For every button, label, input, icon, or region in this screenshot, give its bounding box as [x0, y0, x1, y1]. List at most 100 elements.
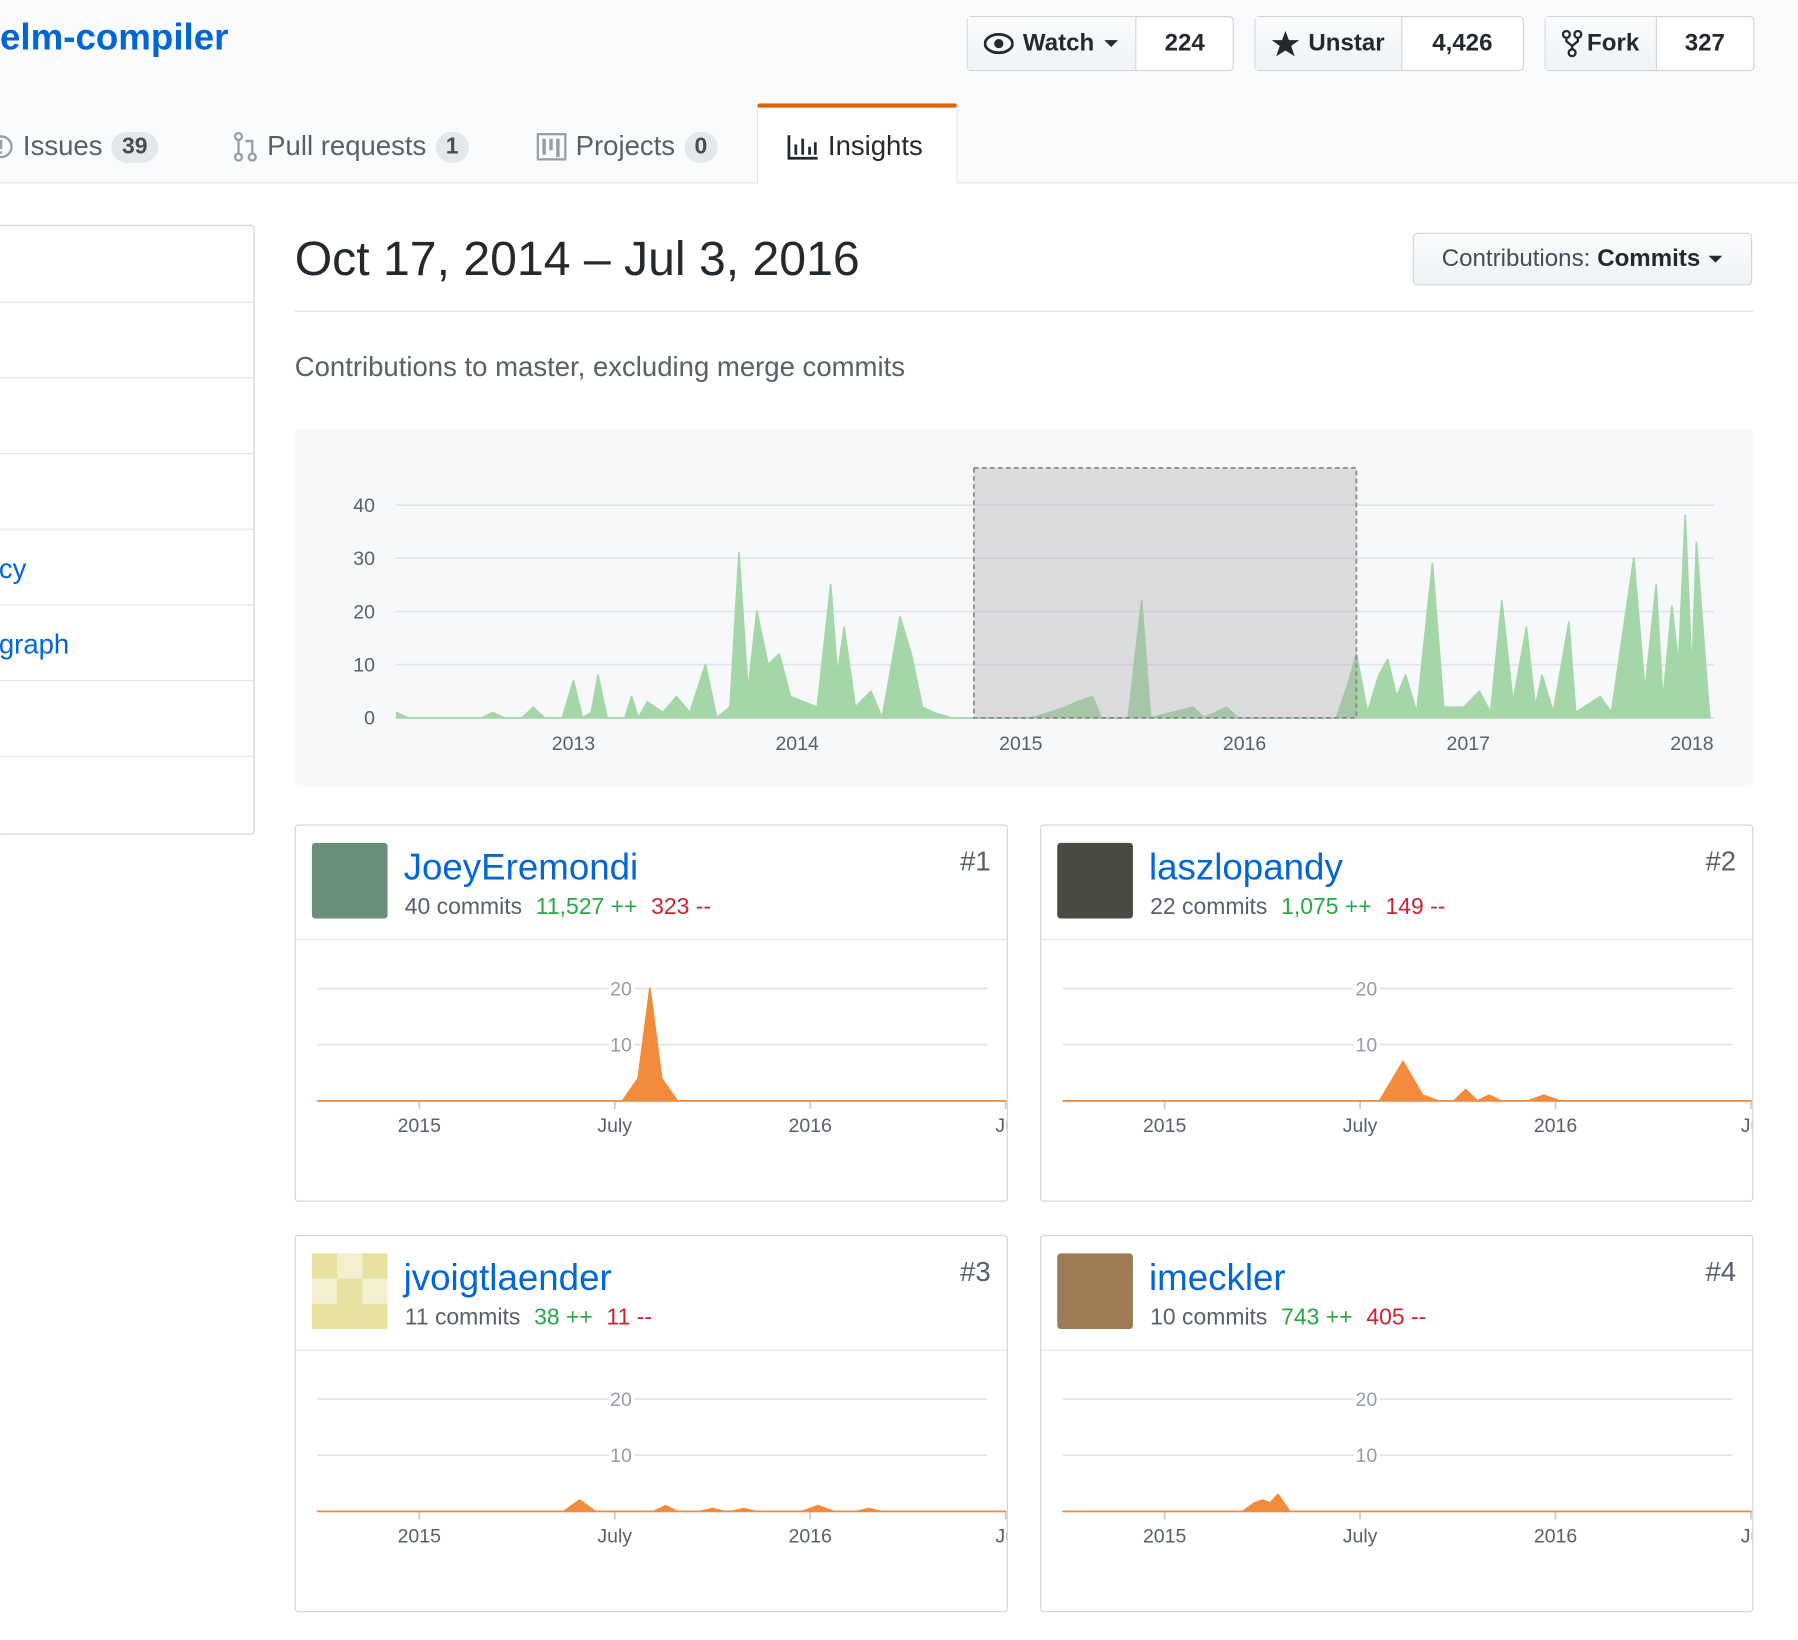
watch-button[interactable]: Watch 224 [966, 16, 1234, 72]
divider [0, 679, 254, 682]
x-tick-label: 2015 [999, 733, 1043, 755]
divider [294, 310, 1754, 312]
x-tick-label: July [597, 1525, 632, 1547]
projects-tab[interactable]: Projects 0 [536, 124, 718, 170]
insights-label[interactable]: Insights [787, 124, 923, 170]
contributor-name[interactable]: JoeyEremondi [403, 846, 639, 888]
identicon-cell [337, 1278, 363, 1304]
issue-icon [0, 135, 13, 159]
area [316, 987, 1007, 1102]
additions: 11,527 ++ [535, 894, 638, 920]
y-tick-label: 20 [610, 1389, 632, 1411]
x-tick-label: July [597, 1115, 632, 1137]
y-tick-label: 10 [610, 1035, 632, 1057]
x-tick-label: 2015 [398, 1525, 442, 1547]
fork-label[interactable]: Fork [1545, 17, 1657, 70]
commit-count: 40 commits [404, 894, 523, 920]
tab-label: Pull requests [267, 130, 427, 162]
y-tick-label: 20 [1355, 978, 1377, 1000]
y-tick-label: 20 [1355, 1389, 1377, 1411]
x-tick-label: Ju [995, 1115, 1006, 1137]
identicon-cell [337, 1303, 363, 1330]
additions: 743 ++ [1281, 1304, 1353, 1331]
avatar [1057, 1253, 1133, 1330]
issues-tab[interactable]: Issues 39 [0, 124, 158, 170]
x-tick-label: 2016 [1534, 1115, 1577, 1137]
tab-counter: 0 [684, 131, 718, 163]
x-tick-label: 2016 [1534, 1525, 1577, 1547]
rank: #4 [1705, 1256, 1737, 1288]
fork-button[interactable]: Fork 327 [1544, 16, 1755, 72]
repo-name[interactable]: elm-compiler [0, 16, 229, 58]
unstar-label[interactable]: Unstar [1255, 17, 1402, 70]
selection-brush [973, 466, 1358, 719]
x-tick-label: 2016 [789, 1525, 832, 1547]
x-tick-label: July [1343, 1525, 1378, 1547]
fork-text: Fork [1587, 29, 1640, 57]
contributor-card: JoeyEremondi 40 commits 11,527 ++ 323 -- #1 1… [294, 824, 1008, 1202]
pulls-tab[interactable]: Pull requests 1 [233, 124, 469, 170]
unstar-button[interactable]: Unstar 4,426 [1254, 16, 1524, 72]
contributor-name[interactable]: imeckler [1148, 1256, 1286, 1299]
x-tick-label: 2015 [1143, 1525, 1187, 1547]
pr-icon [233, 131, 257, 162]
y-tick-label: 10 [1355, 1445, 1377, 1467]
tab-counter: 1 [435, 131, 469, 163]
main-chart: 0 10 20 30 40 2013 2014 2015 2016 2017 2018 [353, 466, 1715, 755]
card-header [1041, 826, 1753, 941]
watch-count[interactable]: 224 [1164, 29, 1205, 57]
star-count[interactable]: 4,426 [1432, 29, 1493, 57]
contributor-name[interactable]: jvoigtlaender [403, 1256, 612, 1299]
divider [0, 528, 254, 530]
contributor-card: imeckler 10 commits 743 ++ 405 -- #4 10 20 2015… [1040, 1234, 1754, 1613]
card-header [295, 1236, 1007, 1351]
sidebar-link[interactable]: cy [0, 553, 27, 585]
commit-count: 11 commits [404, 1304, 521, 1331]
range-title: Oct 17, 2014 – Jul 3, 2016 [294, 231, 860, 286]
y-tick-label: 10 [353, 655, 375, 677]
contributor-chart: 10 20 2015 July 2016 Ju [1062, 1385, 1752, 1547]
contributions-dropdown[interactable]: Contributions: Commits [1412, 232, 1753, 286]
tab-counter: 39 [111, 131, 158, 163]
x-tick-label: 2015 [398, 1115, 442, 1137]
fork-count[interactable]: 327 [1684, 29, 1725, 57]
caret [1104, 40, 1119, 48]
contributor-stats: 22 commits 1,075 ++ 149 -- [1150, 894, 1445, 920]
contributor-stats: 40 commits 11,527 ++ 323 -- [405, 894, 711, 920]
identicon-cell [362, 1253, 388, 1279]
insights-tab[interactable] [756, 103, 958, 184]
x-tick-label: 2018 [1670, 733, 1713, 755]
area [316, 1499, 1007, 1513]
dropdown-value: Commits [1597, 245, 1701, 272]
x-tick-label: July [1343, 1115, 1378, 1137]
y-tick-label: 10 [1355, 1035, 1377, 1057]
sidebar: cy graph [0, 224, 255, 835]
graph-icon [787, 135, 818, 160]
y-tick-label: 0 [364, 708, 375, 730]
star-icon [1271, 30, 1300, 57]
rank: #1 [960, 846, 991, 878]
contributor-name[interactable]: laszlopandy [1148, 846, 1343, 888]
additions: 38 ++ [534, 1304, 593, 1331]
avatar [311, 842, 388, 919]
x-tick-label: 2014 [775, 733, 819, 755]
divider [0, 301, 254, 303]
avatar [311, 1253, 388, 1330]
commit-count: 22 commits [1150, 894, 1268, 920]
watch-label[interactable]: Watch [967, 17, 1137, 70]
sidebar-link[interactable]: graph [0, 629, 70, 661]
watch-text: Watch [1022, 29, 1095, 57]
x-tick-label: Ju [1741, 1115, 1752, 1137]
contributor-chart: 10 20 2015 July 2016 Ju [316, 975, 1007, 1137]
eye-icon [983, 33, 1014, 55]
tab-label: Issues [22, 130, 103, 162]
x-tick-label: Ju [995, 1525, 1006, 1547]
contributor-chart: 10 20 2015 July 2016 Ju [1062, 975, 1752, 1137]
contributor-stats: 10 commits 743 ++ 405 -- [1150, 1305, 1426, 1331]
identicon-cell [362, 1303, 388, 1330]
area [1062, 1493, 1752, 1513]
x-tick-label: 2015 [1143, 1115, 1187, 1137]
deletions: 11 -- [606, 1304, 652, 1331]
contributor-chart: 10 20 2015 July 2016 Ju [316, 1385, 1007, 1547]
